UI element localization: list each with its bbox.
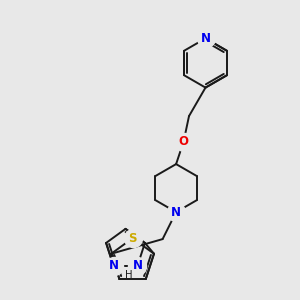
Text: O: O <box>178 135 189 148</box>
Text: N: N <box>171 206 181 219</box>
Text: N: N <box>133 259 142 272</box>
Text: N: N <box>200 32 211 45</box>
Text: N: N <box>109 259 118 272</box>
Text: S: S <box>128 232 137 245</box>
Text: H: H <box>125 270 132 280</box>
